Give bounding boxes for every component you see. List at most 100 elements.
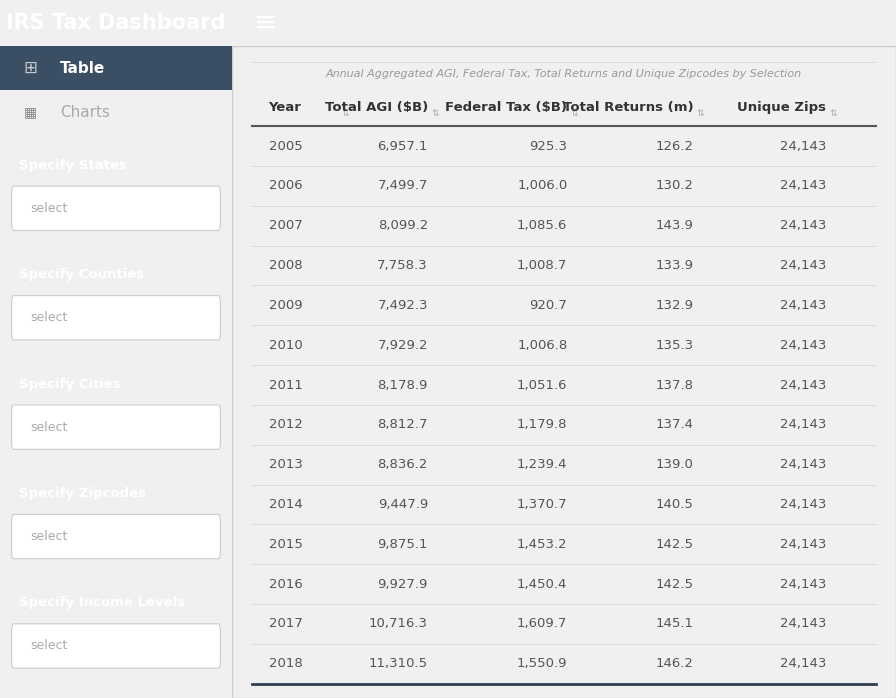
Text: ▦: ▦: [23, 105, 37, 119]
Text: 10,716.3: 10,716.3: [369, 618, 428, 630]
Text: 9,447.9: 9,447.9: [377, 498, 428, 511]
Text: 24,143: 24,143: [780, 299, 826, 312]
Text: 139.0: 139.0: [656, 458, 694, 471]
Text: 2018: 2018: [269, 658, 302, 670]
Text: 1,008.7: 1,008.7: [517, 259, 567, 272]
Text: 2011: 2011: [269, 378, 302, 392]
Text: 2007: 2007: [269, 219, 302, 232]
Text: 1,051.6: 1,051.6: [517, 378, 567, 392]
Text: 1,550.9: 1,550.9: [517, 658, 567, 670]
Text: 920.7: 920.7: [530, 299, 567, 312]
Text: 9,927.9: 9,927.9: [377, 578, 428, 591]
Text: IRS Tax Dashboard: IRS Tax Dashboard: [6, 13, 226, 33]
Text: Annual Aggregated AGI, Federal Tax, Total Returns and Unique Zipcodes by Selecti: Annual Aggregated AGI, Federal Tax, Tota…: [326, 69, 802, 79]
Text: 126.2: 126.2: [656, 140, 694, 153]
Text: Specify Counties: Specify Counties: [19, 268, 144, 281]
Text: 142.5: 142.5: [656, 537, 694, 551]
Text: 24,143: 24,143: [780, 618, 826, 630]
Text: 137.8: 137.8: [656, 378, 694, 392]
Text: 1,006.0: 1,006.0: [517, 179, 567, 193]
Text: 2008: 2008: [269, 259, 302, 272]
FancyBboxPatch shape: [12, 624, 220, 668]
Text: ⇅: ⇅: [571, 109, 578, 118]
Text: 24,143: 24,143: [780, 578, 826, 591]
Text: 1,179.8: 1,179.8: [517, 418, 567, 431]
Text: Specify Income Levels: Specify Income Levels: [19, 596, 185, 609]
Text: 2015: 2015: [269, 537, 302, 551]
Bar: [0, 46, 232, 90]
Text: 2009: 2009: [269, 299, 302, 312]
Text: 7,758.3: 7,758.3: [377, 259, 428, 272]
Text: 8,812.7: 8,812.7: [377, 418, 428, 431]
Text: ⊞: ⊞: [23, 59, 37, 77]
Text: Table: Table: [60, 61, 106, 75]
FancyBboxPatch shape: [12, 295, 220, 340]
Text: Specify Zipcodes: Specify Zipcodes: [19, 487, 145, 500]
Text: 8,836.2: 8,836.2: [377, 458, 428, 471]
Text: 140.5: 140.5: [656, 498, 694, 511]
Text: 11,310.5: 11,310.5: [369, 658, 428, 670]
Text: Year: Year: [269, 101, 301, 114]
Text: 1,450.4: 1,450.4: [517, 578, 567, 591]
Text: 137.4: 137.4: [656, 418, 694, 431]
Text: Specify Cities: Specify Cities: [19, 378, 120, 391]
Text: 1,085.6: 1,085.6: [517, 219, 567, 232]
Text: 1,453.2: 1,453.2: [517, 537, 567, 551]
Text: select: select: [30, 530, 67, 543]
Text: 9,875.1: 9,875.1: [377, 537, 428, 551]
Text: ⇅: ⇅: [830, 109, 837, 118]
Text: Specify States: Specify States: [19, 159, 126, 172]
Text: 24,143: 24,143: [780, 498, 826, 511]
Text: ⇅: ⇅: [431, 109, 439, 118]
Text: 8,099.2: 8,099.2: [377, 219, 428, 232]
Text: 24,143: 24,143: [780, 537, 826, 551]
Text: 6,957.1: 6,957.1: [377, 140, 428, 153]
Text: 24,143: 24,143: [780, 179, 826, 193]
Text: 8,178.9: 8,178.9: [377, 378, 428, 392]
Text: Federal Tax ($B): Federal Tax ($B): [445, 101, 567, 114]
FancyBboxPatch shape: [12, 186, 220, 230]
Text: 1,370.7: 1,370.7: [517, 498, 567, 511]
Text: 7,929.2: 7,929.2: [377, 339, 428, 352]
Text: 2005: 2005: [269, 140, 302, 153]
Text: 2014: 2014: [269, 498, 302, 511]
Text: 24,143: 24,143: [780, 219, 826, 232]
Text: 7,499.7: 7,499.7: [377, 179, 428, 193]
Text: ≡: ≡: [254, 9, 278, 37]
Text: 143.9: 143.9: [656, 219, 694, 232]
Text: 132.9: 132.9: [656, 299, 694, 312]
FancyBboxPatch shape: [12, 514, 220, 558]
Text: select: select: [30, 311, 67, 325]
Text: 24,143: 24,143: [780, 458, 826, 471]
Text: 24,143: 24,143: [780, 658, 826, 670]
Text: 135.3: 135.3: [655, 339, 694, 352]
Text: 146.2: 146.2: [656, 658, 694, 670]
Text: 142.5: 142.5: [656, 578, 694, 591]
Text: 2006: 2006: [269, 179, 302, 193]
Text: 145.1: 145.1: [656, 618, 694, 630]
Text: ⇅: ⇅: [341, 109, 349, 118]
Text: 7,492.3: 7,492.3: [377, 299, 428, 312]
Text: Total Returns (m): Total Returns (m): [563, 101, 694, 114]
Text: Unique Zips: Unique Zips: [737, 101, 826, 114]
Text: ⇅: ⇅: [697, 109, 704, 118]
Text: 2012: 2012: [269, 418, 302, 431]
Text: 24,143: 24,143: [780, 378, 826, 392]
Text: 2013: 2013: [269, 458, 302, 471]
Text: Total AGI ($B): Total AGI ($B): [324, 101, 428, 114]
Text: Charts: Charts: [60, 105, 110, 120]
Text: 1,006.8: 1,006.8: [517, 339, 567, 352]
Text: 24,143: 24,143: [780, 418, 826, 431]
Text: select: select: [30, 639, 67, 653]
Text: 24,143: 24,143: [780, 339, 826, 352]
Text: 925.3: 925.3: [530, 140, 567, 153]
Text: 130.2: 130.2: [656, 179, 694, 193]
Text: select: select: [30, 421, 67, 433]
FancyBboxPatch shape: [12, 405, 220, 450]
Text: 24,143: 24,143: [780, 259, 826, 272]
Text: 2017: 2017: [269, 618, 302, 630]
Text: 2016: 2016: [269, 578, 302, 591]
Text: 1,239.4: 1,239.4: [517, 458, 567, 471]
Text: select: select: [30, 202, 67, 215]
Text: 2010: 2010: [269, 339, 302, 352]
